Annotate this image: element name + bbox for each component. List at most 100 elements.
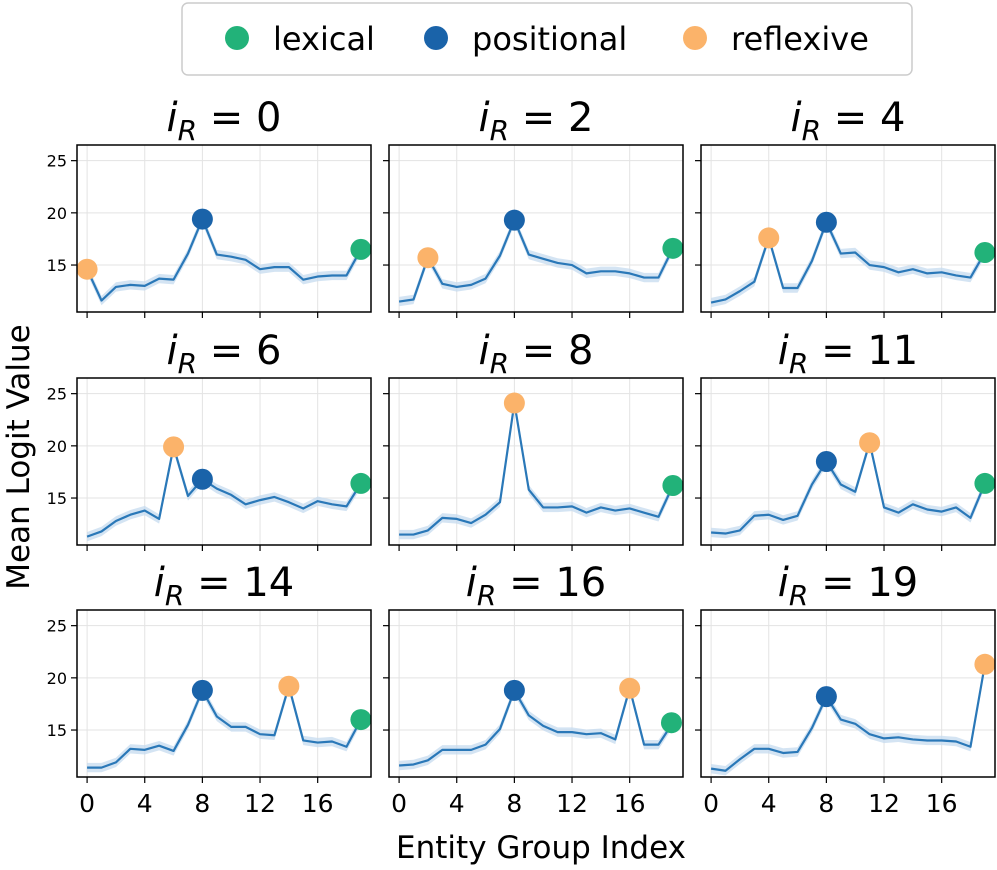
legend-marker-positional: [424, 26, 448, 50]
title-value: 4: [880, 95, 905, 141]
y-tick-label-15: 15: [47, 721, 67, 740]
marker-lexical: [662, 237, 684, 259]
title-relation: =: [509, 95, 568, 141]
marker-positional: [503, 209, 525, 231]
title-value: 6: [256, 328, 281, 374]
title-relation: =: [197, 95, 256, 141]
title-subscript: R: [789, 579, 808, 612]
panel-14: iR = 14 15 20 25 0 4 8 12 16: [47, 560, 372, 818]
legend-marker-lexical: [225, 26, 249, 50]
confidence-band: [87, 681, 361, 773]
panel-8: iR = 8: [383, 328, 684, 551]
title-relation: =: [808, 560, 867, 606]
title-subscript: R: [178, 114, 197, 147]
title-subscript: R: [477, 579, 496, 612]
legend-marker-reflexive: [683, 26, 707, 50]
x-tick-label-12: 12: [244, 789, 276, 818]
marker-positional: [815, 686, 837, 708]
y-tick-label-15: 15: [47, 256, 67, 275]
panel-2: iR = 2: [383, 95, 684, 318]
title-relation: =: [821, 95, 880, 141]
y-tick-label-20: 20: [47, 204, 67, 223]
axes-frame: [700, 144, 996, 313]
marker-reflexive: [619, 677, 641, 699]
x-tick-label-4: 4: [761, 789, 777, 818]
legend-frame: [181, 2, 913, 76]
panel-4: iR = 4: [695, 95, 996, 318]
title-value: 2: [568, 95, 593, 141]
title-variable: i: [778, 560, 789, 606]
y-tick-label-20: 20: [47, 437, 67, 456]
title-variable: i: [466, 560, 477, 606]
axes-frame: [76, 377, 372, 546]
x-tick-label-0: 0: [391, 789, 407, 818]
x-tick-label-16: 16: [302, 789, 334, 818]
marker-positional: [815, 211, 837, 233]
legend-label-lexical: lexical: [273, 20, 375, 58]
confidence-band: [399, 215, 673, 307]
x-tick-label-0: 0: [79, 789, 95, 818]
marker-lexical: [350, 238, 372, 260]
panel-title: iR = 11: [778, 328, 918, 380]
confidence-band: [399, 398, 673, 540]
title-variable: i: [778, 328, 789, 374]
panel-0: iR = 0 15 20 25: [47, 95, 372, 318]
marker-lexical: [350, 709, 372, 731]
marker-reflexive: [974, 653, 996, 675]
confidence-band: [711, 217, 985, 308]
panel-title: iR = 19: [778, 560, 918, 612]
y-tick-label-15: 15: [47, 489, 67, 508]
title-value: 19: [867, 560, 918, 606]
y-axis-label: Mean Logit Value: [1, 324, 37, 589]
axes-frame: [388, 377, 684, 546]
panel-title: iR = 6: [167, 328, 282, 380]
x-tick-label-8: 8: [818, 789, 834, 818]
axes-frame: [76, 609, 372, 778]
series-line: [398, 219, 674, 303]
title-variable: i: [479, 95, 490, 141]
title-relation: =: [197, 328, 256, 374]
axes-frame: [76, 144, 372, 313]
title-subscript: R: [165, 579, 184, 612]
title-subscript: R: [490, 347, 509, 380]
panel-title: iR = 4: [791, 95, 906, 147]
y-tick-label-25: 25: [47, 617, 67, 636]
marker-lexical: [660, 712, 682, 734]
panel-title: iR = 8: [479, 328, 594, 380]
marker-reflexive: [417, 247, 439, 269]
y-tick-label-25: 25: [47, 152, 67, 171]
x-tick-label-4: 4: [449, 789, 465, 818]
panel-16: iR = 16 0 4 8 12 16: [383, 560, 684, 818]
marker-lexical: [974, 472, 996, 494]
marker-lexical: [350, 472, 372, 494]
title-subscript: R: [789, 347, 808, 380]
marker-positional: [191, 208, 213, 230]
panel-11: iR = 11: [695, 328, 996, 551]
x-tick-label-12: 12: [868, 789, 900, 818]
x-tick-label-16: 16: [614, 789, 646, 818]
panel-title: iR = 14: [154, 560, 294, 612]
title-value: 8: [568, 328, 593, 374]
x-tick-label-4: 4: [137, 789, 153, 818]
panel-title: iR = 0: [167, 95, 282, 147]
title-variable: i: [154, 560, 165, 606]
title-value: 0: [256, 95, 281, 141]
panel-title: iR = 2: [479, 95, 594, 147]
legend-label-positional: positional: [472, 20, 627, 58]
title-relation: =: [184, 560, 243, 606]
marker-reflexive: [76, 258, 98, 280]
y-tick-label-25: 25: [47, 385, 67, 404]
axes-frame: [700, 377, 996, 546]
x-tick-label-12: 12: [556, 789, 588, 818]
marker-reflexive: [503, 392, 525, 414]
title-relation: =: [496, 560, 555, 606]
title-subscript: R: [802, 114, 821, 147]
title-value: 14: [243, 560, 294, 606]
marker-reflexive: [278, 675, 300, 697]
series-line: [86, 445, 362, 538]
axes-frame: [388, 144, 684, 313]
series-line: [710, 664, 986, 772]
marker-reflexive: [163, 436, 185, 458]
